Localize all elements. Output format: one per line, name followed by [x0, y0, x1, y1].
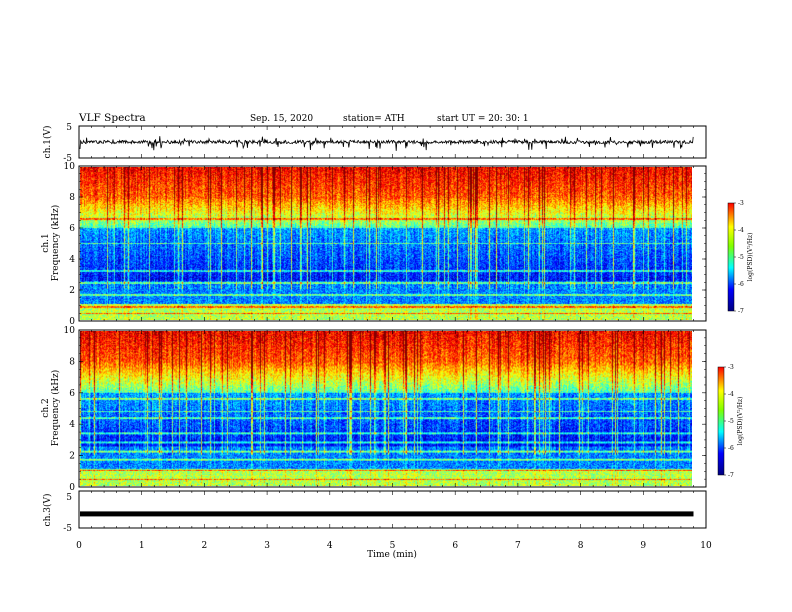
ch3-waveform-trace	[80, 511, 694, 517]
frequency-tick-label: 0	[69, 483, 75, 493]
frequency-tick-label: 6	[69, 389, 75, 399]
frequency-tick-label: 0	[69, 317, 75, 327]
time-tick-label: 2	[202, 541, 208, 551]
time-tick-label: 10	[700, 541, 712, 551]
frequency-tick-label: 10	[64, 162, 76, 172]
colorbar-tick-label: -6	[728, 445, 734, 452]
ch1-spectrogram-image	[80, 167, 692, 320]
time-tick-label: 6	[452, 541, 458, 551]
colorbar-tick-label: -5	[728, 418, 734, 425]
time-tick-label: 0	[76, 541, 82, 551]
header-station: station= ATH	[343, 114, 405, 124]
ch3-ytick-top: 5	[66, 493, 72, 503]
colorbar-tick-label: -3	[728, 364, 734, 371]
ch1-spectrogram-ylabel-channel: ch.1	[41, 233, 51, 252]
ch3-waveform-ylabel: ch.3(V)	[42, 494, 53, 527]
time-tick-label: 5	[390, 541, 396, 551]
ch1-waveform-trace	[79, 136, 694, 151]
colorbar-tick-label: -7	[728, 472, 734, 479]
frequency-tick-label: 8	[69, 357, 75, 367]
ch3-waveform-panel: 5 -5 ch.3(V)	[42, 490, 707, 534]
ch1-colorbar-label: log(PSD)(V²/Hz)	[747, 233, 754, 282]
frequency-tick-label: 4	[69, 255, 75, 265]
frequency-tick-label: 2	[69, 286, 75, 296]
ch3-ytick-bottom: -5	[63, 524, 72, 534]
time-axis-tick-labels: 0 1 2 3 4 5 6 7 8 9 10	[76, 541, 712, 551]
colorbar-tick-label: -3	[738, 200, 744, 207]
ch2-spectrogram-time-ticks	[78, 330, 707, 487]
time-tick-label: 7	[515, 541, 521, 551]
ch2-spectrogram-ylabel-frequency: Frequency (kHz)	[50, 370, 61, 447]
time-tick-label: 1	[139, 541, 145, 551]
frequency-tick-label: 10	[64, 326, 76, 336]
ch1-waveform-panel: 5 -5 ch.1(V)	[42, 123, 707, 164]
time-tick-label: 3	[264, 541, 270, 551]
ch1-spectrogram-ylabel-frequency: Frequency (kHz)	[50, 205, 61, 282]
frequency-tick-label: 6	[69, 224, 75, 234]
ch2-colorbar-label: log(PSD)(V²/Hz)	[737, 397, 744, 446]
ch3-waveform-frame	[78, 490, 707, 529]
ch2-colorbar-ticks: -3 -4 -5 -6 -7	[724, 364, 734, 479]
time-axis-label: Time (min)	[367, 549, 417, 560]
colorbar-tick-label: -4	[728, 391, 734, 398]
ch1-waveform-ylabel: ch.1(V)	[42, 126, 53, 159]
colorbar-tick-label: -4	[738, 227, 744, 234]
ch2-spectrogram-image	[80, 331, 692, 486]
time-tick-label: 8	[578, 541, 584, 551]
ch2-spectrogram-yticks: 0 2 4 6 8 10	[64, 326, 706, 493]
ch3-time-ticks	[78, 491, 707, 528]
ch1-time-ticks	[78, 126, 707, 158]
ch1-colorbar	[727, 202, 735, 312]
frequency-tick-label: 4	[69, 420, 75, 430]
colorbar-tick-label: -6	[738, 281, 744, 288]
ch2-spectrogram-ylabel-channel: ch.2	[41, 398, 51, 417]
time-tick-label: 9	[640, 541, 646, 551]
frequency-tick-label: 8	[69, 193, 75, 203]
header-start-time: start UT = 20: 30: 1	[437, 114, 529, 124]
ch1-colorbar-ticks: -3 -4 -5 -6 -7	[734, 200, 744, 315]
ch1-ytick-top: 5	[66, 123, 72, 133]
time-tick-label: 4	[327, 541, 333, 551]
ch1-spectrogram-time-ticks	[78, 166, 707, 321]
header-date: Sep. 15, 2020	[250, 114, 313, 124]
colorbar-tick-label: -7	[738, 308, 744, 315]
ch1-ytick-bottom: -5	[63, 154, 72, 164]
ch1-spectrogram-yticks: 0 2 4 6 8 10	[64, 162, 706, 327]
frequency-tick-label: 2	[69, 452, 75, 462]
ch2-colorbar	[717, 366, 725, 476]
figure-title: VLF Spectra	[78, 112, 146, 124]
colorbar-tick-label: -5	[738, 254, 744, 261]
